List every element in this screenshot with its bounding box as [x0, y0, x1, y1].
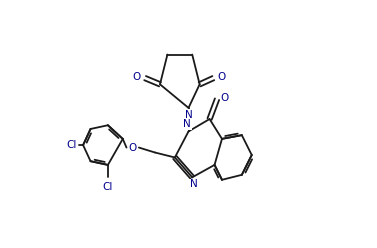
Text: O: O: [129, 143, 137, 153]
Text: N: N: [183, 120, 191, 129]
Text: O: O: [218, 72, 225, 82]
Text: N: N: [190, 179, 197, 189]
Text: Cl: Cl: [103, 182, 113, 192]
Text: N: N: [185, 110, 193, 120]
Text: O: O: [133, 72, 141, 82]
Text: O: O: [220, 93, 228, 103]
Text: Cl: Cl: [66, 140, 77, 150]
